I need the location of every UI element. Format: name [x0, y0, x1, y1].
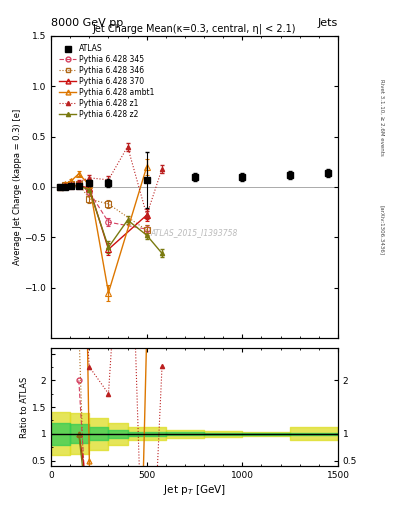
- Text: [arXiv:1306.3436]: [arXiv:1306.3436]: [379, 205, 384, 255]
- Text: 8000 GeV pp: 8000 GeV pp: [51, 18, 123, 28]
- Y-axis label: Average Jet Charge (kappa = 0.3) [e]: Average Jet Charge (kappa = 0.3) [e]: [13, 109, 22, 265]
- Legend: ATLAS, Pythia 6.428 345, Pythia 6.428 346, Pythia 6.428 370, Pythia 6.428 ambt1,: ATLAS, Pythia 6.428 345, Pythia 6.428 34…: [58, 42, 156, 120]
- Text: Jets: Jets: [318, 18, 338, 28]
- Text: Rivet 3.1.10, ≥ 2.6M events: Rivet 3.1.10, ≥ 2.6M events: [379, 79, 384, 156]
- Y-axis label: Ratio to ATLAS: Ratio to ATLAS: [20, 376, 29, 438]
- Title: Jet Charge Mean(κ=0.3, central, η| < 2.1): Jet Charge Mean(κ=0.3, central, η| < 2.1…: [93, 24, 296, 34]
- X-axis label: Jet p$_T$ [GeV]: Jet p$_T$ [GeV]: [163, 482, 226, 497]
- Text: ATLAS_2015_I1393758: ATLAS_2015_I1393758: [151, 228, 238, 237]
